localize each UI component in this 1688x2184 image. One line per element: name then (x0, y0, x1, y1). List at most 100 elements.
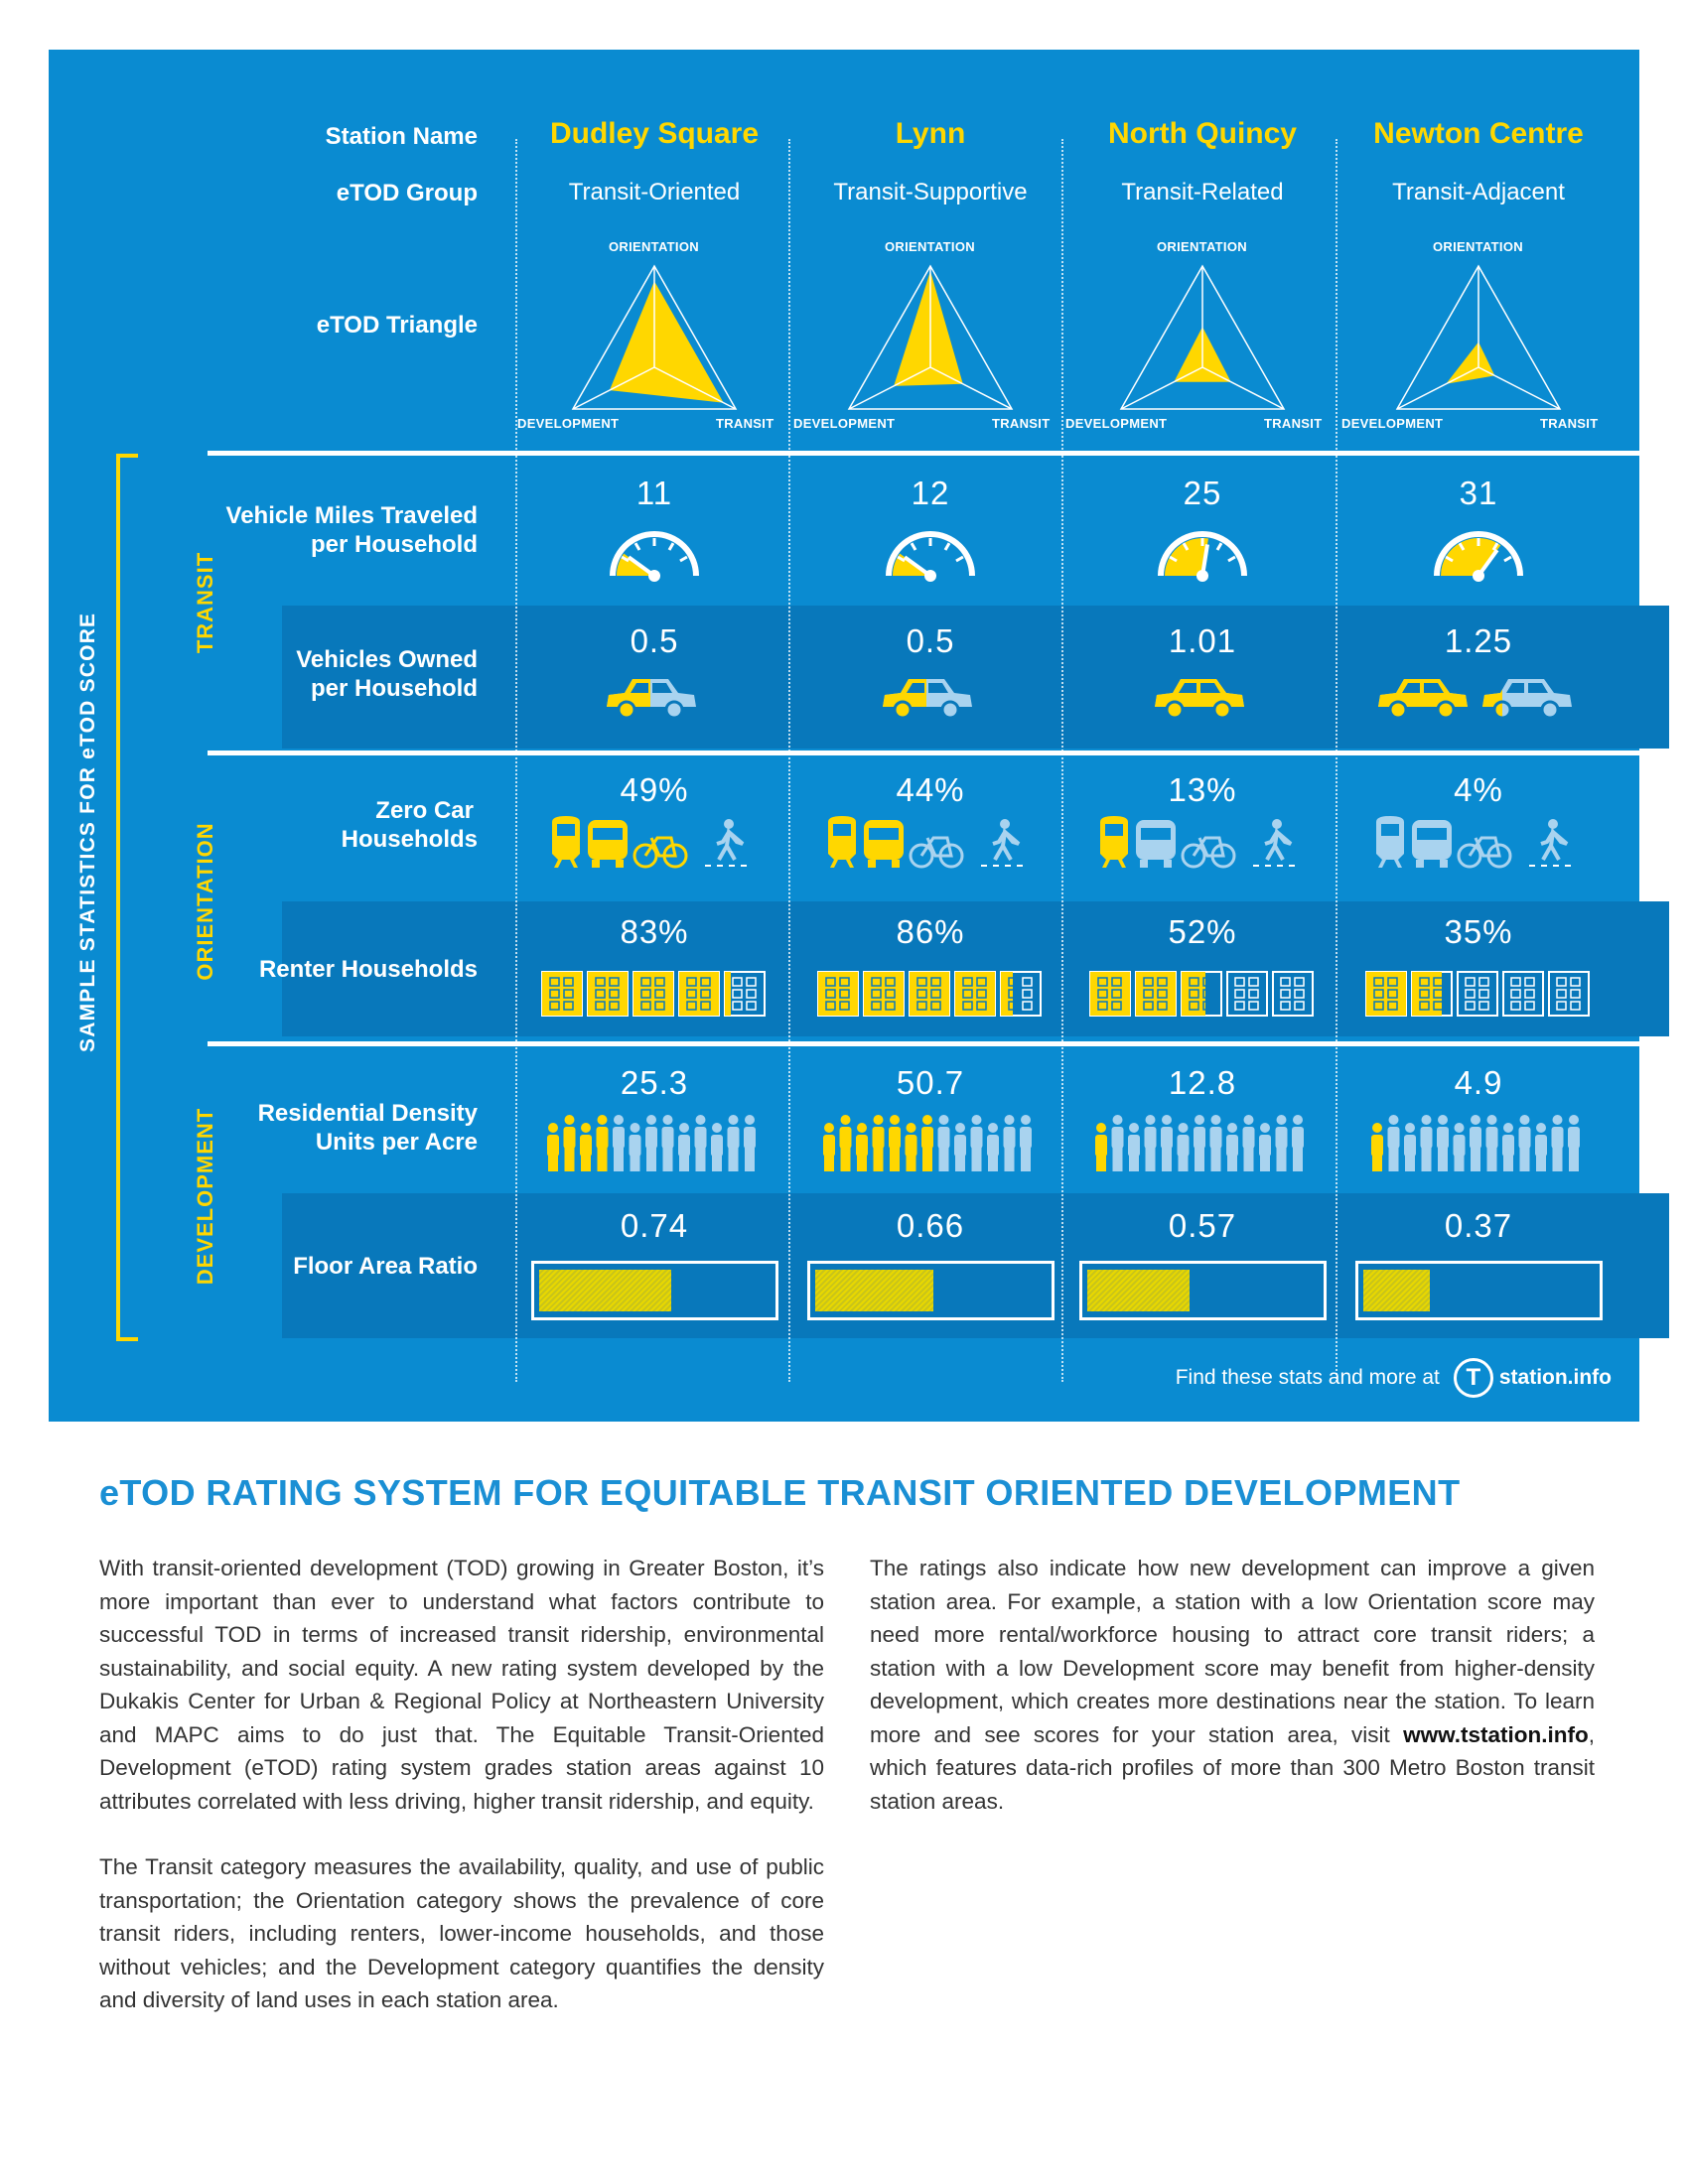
car-icons (882, 679, 972, 720)
footer-text: Find these stats and more at (1175, 1366, 1440, 1389)
article-paragraph-3: The ratings also indicate how new develo… (870, 1556, 1595, 1814)
vehicles-value: 1.25 (1444, 622, 1513, 659)
etod-triangle (571, 264, 738, 410)
category-transit: TRANSIT (193, 551, 217, 654)
triangle-label-transit: TRANSIT (1540, 416, 1599, 431)
etod-group: Transit-Related (1121, 179, 1284, 205)
label-vmt: Vehicle Miles Traveled per Household (225, 502, 478, 558)
article-paragraph-1: With transit-oriented development (TOD) … (99, 1556, 824, 1814)
triangle-label-development: DEVELOPMENT (517, 416, 620, 431)
vmt-value: 11 (635, 475, 673, 511)
label-station-name: Station Name (325, 123, 478, 150)
stats-panel: Station Name eTOD Group eTOD Triangle Ve… (49, 50, 1669, 1422)
far-value: 0.57 (1168, 1207, 1237, 1244)
footer-link[interactable]: Find these stats and more at T station.i… (1176, 1358, 1612, 1398)
label-renter: Renter Households (258, 956, 478, 983)
far-bar-fill (1087, 1270, 1190, 1311)
far-band (282, 1193, 1669, 1338)
far-bar-fill (1363, 1270, 1430, 1311)
far-value: 0.37 (1444, 1207, 1513, 1244)
station-name: North Quincy (1107, 117, 1297, 150)
density-value: 4.9 (1454, 1064, 1503, 1101)
vehicles-value: 1.01 (1168, 622, 1237, 659)
vehicles-value: 0.5 (906, 622, 955, 659)
density-value: 25.3 (620, 1064, 689, 1101)
etod-group: Transit-Supportive (833, 179, 1028, 205)
triangle-label-orientation: ORIENTATION (1433, 239, 1523, 254)
building-icons (1365, 971, 1590, 1017)
label-density: Residential Density Units per Acre (257, 1100, 478, 1156)
far-bar-fill (815, 1270, 933, 1311)
far-bar (1355, 1261, 1603, 1320)
far-bar-fill (539, 1270, 672, 1311)
speedometer-icon (1158, 531, 1247, 582)
people-icons (1371, 1115, 1580, 1171)
triangle-label-orientation: ORIENTATION (885, 239, 975, 254)
speedometer-icon (886, 531, 975, 582)
t-logo-icon: T (1453, 1358, 1493, 1398)
triangle-label-transit: TRANSIT (716, 416, 774, 431)
etod-group: Transit-Adjacent (1392, 179, 1565, 205)
transit-mode-icons (552, 816, 747, 869)
vmt-value: 25 (1183, 475, 1222, 511)
zero-car-value: 44% (896, 771, 965, 808)
footer-brand: station.info (1498, 1366, 1612, 1389)
triangle-score-shape (1446, 341, 1495, 384)
etod-group: Transit-Oriented (568, 179, 741, 205)
car-icons (606, 679, 696, 720)
vehicles-value: 0.5 (630, 622, 679, 659)
triangle-label-orientation: ORIENTATION (609, 239, 699, 254)
label-vehicles: Vehicles Owned per Household (296, 646, 478, 702)
far-value: 0.66 (896, 1207, 965, 1244)
car-icons (1378, 679, 1572, 720)
article-paragraph-2: The Transit category measures the availa… (99, 1854, 824, 2012)
transit-mode-icons (828, 816, 1023, 869)
zero-car-value: 4% (1454, 771, 1503, 808)
triangle-label-transit: TRANSIT (1264, 416, 1323, 431)
vehicles-band (282, 606, 1669, 749)
density-value: 50.7 (896, 1064, 965, 1101)
category-development: DEVELOPMENT (193, 1107, 217, 1286)
car-icons (1154, 679, 1244, 720)
far-bar (1079, 1261, 1327, 1320)
people-icons (823, 1115, 1032, 1171)
triangle-score-shape (894, 271, 963, 386)
divider-development (208, 1041, 1669, 1046)
article-column-left: With transit-oriented development (TOD) … (99, 1552, 824, 2050)
speedometer-icon (1434, 531, 1523, 582)
category-bracket (116, 454, 138, 1341)
far-value: 0.74 (620, 1207, 689, 1244)
renter-value: 83% (620, 913, 689, 950)
building-icons (1089, 971, 1314, 1017)
building-icons (817, 971, 1042, 1017)
far-bar (531, 1261, 778, 1320)
etod-triangle (1395, 264, 1562, 410)
label-zero-car: Zero Car Households (341, 797, 478, 853)
triangle-label-orientation: ORIENTATION (1157, 239, 1247, 254)
transit-mode-icons (1376, 816, 1571, 869)
triangle-label-development: DEVELOPMENT (793, 416, 896, 431)
label-etod-group: eTOD Group (336, 180, 478, 206)
triangle-label-development: DEVELOPMENT (1065, 416, 1168, 431)
divider-orientation (208, 751, 1669, 755)
divider-transit (208, 451, 1669, 456)
renter-value: 86% (896, 913, 965, 950)
triangle-label-development: DEVELOPMENT (1341, 416, 1444, 431)
renter-value: 52% (1168, 913, 1237, 950)
people-icons (547, 1115, 756, 1171)
etod-triangle (1119, 264, 1286, 410)
vmt-value: 12 (911, 475, 950, 511)
label-far: Floor Area Ratio (293, 1253, 478, 1280)
side-title: SAMPLE STATISTICS FOR eTOD SCORE (76, 612, 99, 1052)
triangle-label-transit: TRANSIT (992, 416, 1051, 431)
triangle-score-shape (609, 281, 724, 403)
category-orientation: ORIENTATION (193, 822, 217, 981)
etod-triangle (847, 264, 1014, 410)
transit-mode-icons (1100, 816, 1295, 869)
article-title: eTOD RATING SYSTEM FOR EQUITABLE TRANSIT… (99, 1472, 1461, 1513)
tstation-link[interactable]: www.tstation.info (1403, 1721, 1589, 1747)
vmt-value: 31 (1459, 475, 1498, 511)
label-etod-triangle: eTOD Triangle (316, 312, 478, 339)
station-name: Newton Centre (1373, 117, 1584, 150)
zero-car-value: 49% (620, 771, 689, 808)
